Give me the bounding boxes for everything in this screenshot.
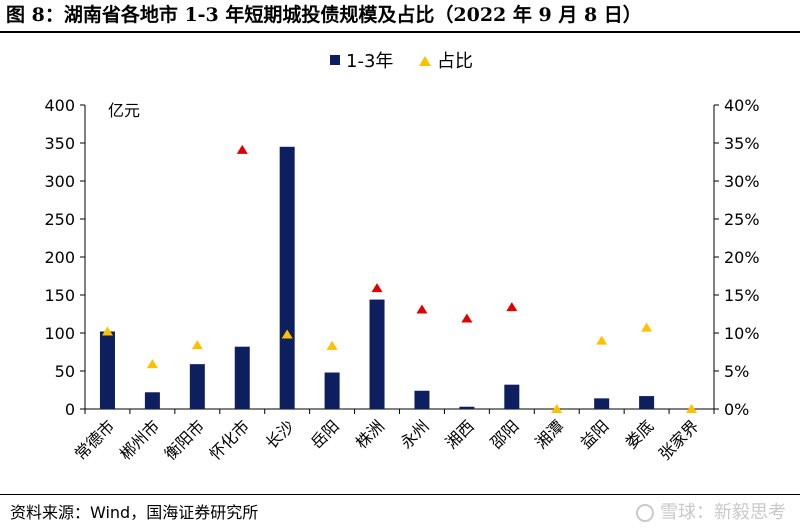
x-tick-label: 衡阳市 bbox=[161, 416, 208, 463]
axes: 0 50 100 150 200 250 300 350 400 0% 5% 10% 15% 20% 25%… bbox=[44, 96, 759, 419]
bar bbox=[504, 384, 520, 409]
y-right-tick-label: 25% bbox=[724, 210, 760, 229]
marker-point bbox=[191, 340, 203, 350]
y-left-tick-label: 50 bbox=[55, 362, 75, 381]
marker-point bbox=[416, 304, 428, 314]
y-right-tick-label: 15% bbox=[724, 286, 760, 305]
watermark-text: 雪球：新毅思考 bbox=[660, 502, 786, 523]
legend-bar-swatch bbox=[330, 55, 340, 65]
page-title: 图 8：湖南省各地市 1-3 年短期城投债规模及占比（2022 年 9 月 8 … bbox=[6, 4, 642, 26]
bar bbox=[144, 392, 160, 409]
bar bbox=[594, 398, 610, 409]
marker-point bbox=[101, 326, 113, 336]
y-right-tick-label: 20% bbox=[724, 248, 760, 267]
marker-point bbox=[461, 313, 473, 323]
source-note: 资料来源：Wind，国海证券研究所 bbox=[10, 503, 259, 522]
bars bbox=[99, 146, 655, 410]
watermark: 雪球：新毅思考 bbox=[636, 498, 786, 524]
y-right-tick-label: 40% bbox=[724, 96, 760, 115]
bar bbox=[234, 346, 250, 409]
x-tick-label: 湘西 bbox=[442, 416, 478, 452]
y-right-tick-label: 0% bbox=[724, 400, 749, 419]
y-left-tick-label: 0 bbox=[65, 400, 75, 419]
x-tick-label: 株洲 bbox=[352, 416, 388, 452]
legend-bar-label: 1-3年 bbox=[346, 51, 393, 72]
y-left-unit-label: 亿元 bbox=[108, 101, 140, 120]
x-tick-label: 常德市 bbox=[71, 416, 118, 463]
x-tick-label: 娄底 bbox=[621, 416, 657, 452]
x-tick-label: 怀化市 bbox=[206, 416, 253, 463]
y-right-tick-label: 30% bbox=[724, 172, 760, 191]
bar bbox=[369, 299, 385, 409]
y-left-tick-label: 350 bbox=[44, 134, 75, 153]
marker-point bbox=[551, 404, 563, 413]
y-left-tick-label: 400 bbox=[44, 96, 75, 115]
snowball-logo-icon bbox=[636, 504, 654, 522]
title-divider bbox=[0, 31, 800, 33]
chart: 1-3年 占比 亿元 0 50 100 150 200 250 300 350 400 0% 5% 1… bbox=[44, 51, 759, 464]
x-tick-label: 邵阳 bbox=[487, 416, 523, 452]
x-tick-label: 永州 bbox=[397, 416, 433, 452]
y-left-tick-label: 250 bbox=[44, 210, 75, 229]
marker-point bbox=[686, 404, 698, 413]
x-tick-label: 郴州市 bbox=[116, 416, 163, 463]
bar bbox=[324, 372, 340, 409]
bar bbox=[414, 390, 430, 409]
x-tick-label: 张家界 bbox=[655, 416, 702, 463]
marker-point bbox=[596, 335, 608, 345]
y-left-tick-label: 100 bbox=[44, 324, 75, 343]
legend-marker-label: 占比 bbox=[437, 51, 473, 72]
marker-point bbox=[281, 329, 293, 339]
x-tick-label: 湘潭 bbox=[532, 416, 568, 452]
x-tick-label: 岳阳 bbox=[307, 416, 343, 452]
x-tick-label: 益阳 bbox=[576, 416, 612, 452]
bar bbox=[459, 406, 475, 409]
y-right-tick-label: 35% bbox=[724, 134, 760, 153]
y-left-tick-label: 200 bbox=[44, 248, 75, 267]
footer-divider bbox=[0, 494, 800, 495]
y-right-tick-label: 5% bbox=[724, 362, 749, 381]
legend-marker-swatch bbox=[419, 56, 431, 66]
marker-point bbox=[236, 144, 248, 154]
x-tick-label: 长沙 bbox=[262, 416, 298, 452]
y-left-tick-label: 150 bbox=[44, 286, 75, 305]
bar bbox=[99, 331, 115, 409]
marker-point bbox=[146, 359, 158, 369]
marker-point bbox=[326, 340, 338, 350]
y-right-tick-label: 10% bbox=[724, 324, 760, 343]
bar bbox=[279, 146, 295, 410]
legend: 1-3年 占比 bbox=[330, 51, 473, 72]
bar bbox=[189, 364, 205, 409]
marker-point bbox=[506, 302, 518, 312]
markers bbox=[101, 144, 698, 413]
marker-point bbox=[641, 322, 653, 332]
marker-point bbox=[371, 283, 383, 293]
bar bbox=[639, 396, 655, 409]
y-left-tick-label: 300 bbox=[44, 172, 75, 191]
